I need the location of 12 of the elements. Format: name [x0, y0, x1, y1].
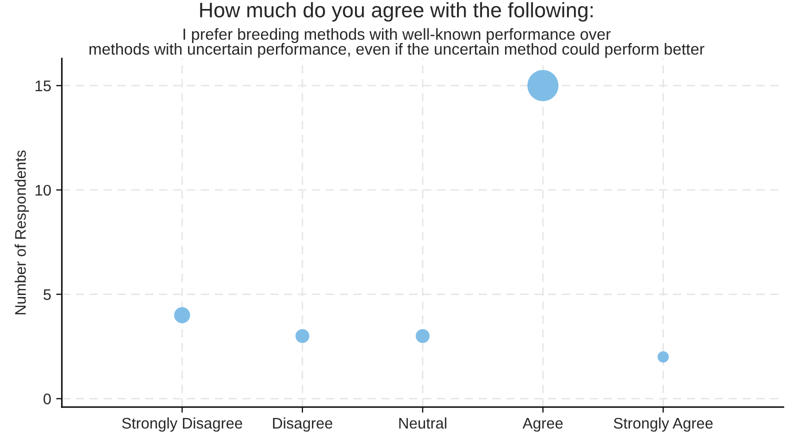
chart-title: How much do you agree with the following:	[200, 2, 593, 22]
y-axis-title: Number of Respondents	[14, 150, 29, 314]
x-tick-label: Agree	[522, 418, 563, 432]
x-tick-label: Strongly Agree	[614, 417, 713, 432]
y-tick-label: 5	[44, 289, 51, 300]
x-tick-label: Neutral	[399, 417, 446, 429]
y-tick-label: 10	[36, 184, 51, 196]
y-tick-label: 0	[44, 394, 51, 404]
x-tick-label: Strongly Disagree	[122, 417, 242, 432]
y-tick-label: 15	[36, 80, 51, 92]
x-tick-label: Disagree	[273, 417, 332, 432]
chart-subtitle: I prefer breeding methods with well-known performance over methods with uncertain performance, even if the uncertain method could perform better	[90, 28, 704, 58]
